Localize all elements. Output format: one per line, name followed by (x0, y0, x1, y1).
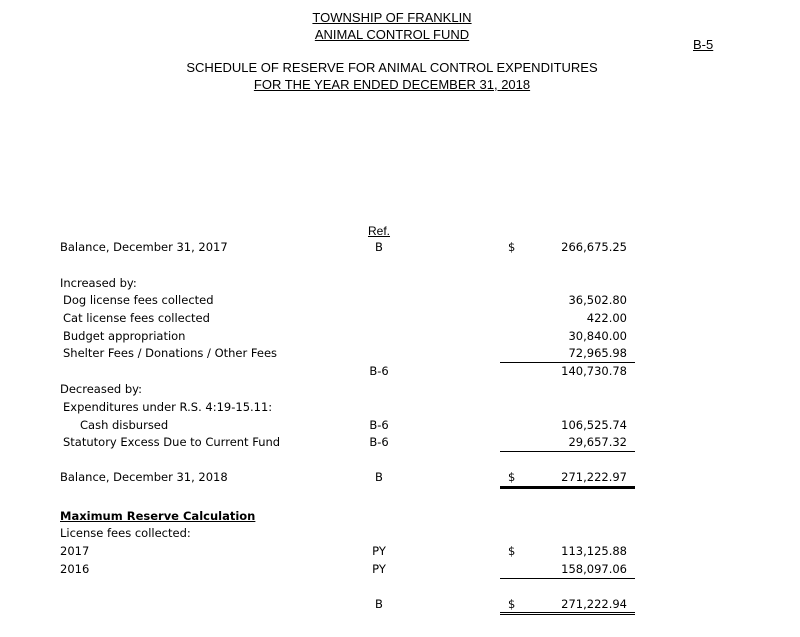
row-label: 2016 (60, 562, 90, 576)
row-currency: $ (508, 544, 516, 558)
row-amount: 36,502.80 (568, 293, 627, 307)
row-currency: $ (508, 470, 516, 484)
row-label: Balance, December 31, 2018 (60, 470, 228, 484)
subtotal-rule (500, 451, 635, 452)
row-label: Cash disbursed (80, 418, 169, 432)
row-ref: B-6 (369, 418, 389, 432)
schedule-period: FOR THE YEAR ENDED DECEMBER 31, 2018 (253, 77, 531, 92)
row-amount: 266,675.25 (561, 240, 627, 254)
row-amount: 29,657.32 (568, 435, 627, 449)
row-amount: 158,097.06 (561, 562, 627, 576)
row-ref: PY (372, 562, 386, 576)
subtotal-rule (500, 578, 635, 579)
row-currency: $ (508, 240, 516, 254)
row-amount: 30,840.00 (568, 329, 627, 343)
row-ref: B-6 (369, 364, 389, 378)
max-reserve-heading: Maximum Reserve Calculation (60, 509, 256, 523)
row-label: Statutory Excess Due to Current Fund (63, 435, 281, 449)
row-ref: B (375, 470, 383, 484)
total-rule (500, 486, 635, 489)
row-ref: B (375, 240, 383, 254)
row-amount: 72,965.98 (568, 346, 627, 360)
row-label: Dog license fees collected (63, 293, 214, 307)
ref-column-header: Ref. (367, 224, 391, 238)
row-label: Budget appropriation (63, 329, 186, 343)
row-label: Balance, December 31, 2017 (60, 240, 228, 254)
schedule-title: SCHEDULE OF RESERVE FOR ANIMAL CONTROL E… (186, 60, 598, 75)
increased-by-label: Increased by: (60, 276, 137, 290)
double-total-rule (500, 612, 635, 615)
row-amount: 422.00 (586, 311, 627, 325)
row-amount: 271,222.97 (561, 470, 627, 484)
row-ref: B-6 (369, 435, 389, 449)
row-label: Shelter Fees / Donations / Other Fees (63, 346, 278, 360)
row-ref: B (375, 597, 383, 611)
row-ref: PY (372, 544, 386, 558)
row-amount: 271,222.94 (561, 597, 627, 611)
expenditures-label: Expenditures under R.S. 4:19-15.11: (63, 400, 273, 414)
page-reference: B-5 (693, 37, 714, 52)
row-currency: $ (508, 597, 516, 611)
subtotal-rule (500, 362, 635, 363)
row-amount: 140,730.78 (561, 364, 627, 378)
row-label: Cat license fees collected (63, 311, 210, 325)
row-amount: 106,525.74 (561, 418, 627, 432)
row-label: 2017 (60, 544, 90, 558)
fund-name: ANIMAL CONTROL FUND (314, 27, 470, 42)
entity-name: TOWNSHIP OF FRANKLIN (312, 10, 472, 25)
license-fees-label: License fees collected: (60, 526, 191, 540)
row-amount: 113,125.88 (561, 544, 627, 558)
decreased-by-label: Decreased by: (60, 382, 143, 396)
